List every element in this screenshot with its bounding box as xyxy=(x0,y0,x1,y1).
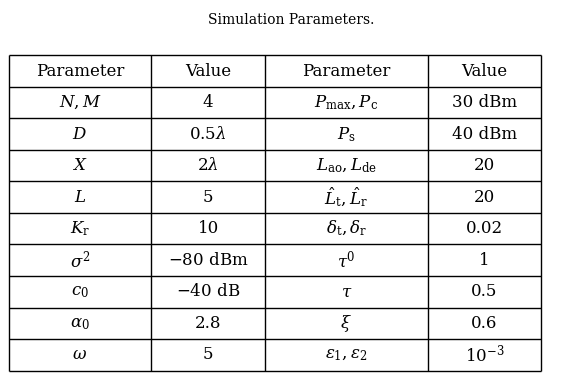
Text: Value: Value xyxy=(185,63,231,80)
Text: $\delta_{\mathrm{t}}, \delta_{\mathrm{r}}$: $\delta_{\mathrm{t}}, \delta_{\mathrm{r}… xyxy=(326,219,367,238)
Text: $L$: $L$ xyxy=(74,189,86,206)
Text: 5: 5 xyxy=(203,346,214,363)
Text: $D$: $D$ xyxy=(72,126,88,143)
Text: $-$40 dB: $-$40 dB xyxy=(176,283,240,300)
Text: 4: 4 xyxy=(203,94,214,111)
Text: Simulation Parameters.: Simulation Parameters. xyxy=(208,13,374,28)
Text: $L_{\mathrm{ao}}, L_{\mathrm{de}}$: $L_{\mathrm{ao}}, L_{\mathrm{de}}$ xyxy=(316,157,377,175)
Text: 10: 10 xyxy=(197,220,219,237)
Text: Parameter: Parameter xyxy=(36,63,124,80)
Text: $\omega$: $\omega$ xyxy=(73,346,87,363)
Text: 2.8: 2.8 xyxy=(195,315,221,332)
Text: 0.6: 0.6 xyxy=(471,315,498,332)
Text: $X$: $X$ xyxy=(72,157,88,174)
Text: 1: 1 xyxy=(479,252,490,269)
Text: Parameter: Parameter xyxy=(302,63,391,80)
Text: $c_0$: $c_0$ xyxy=(71,283,89,300)
Text: $0.5\lambda$: $0.5\lambda$ xyxy=(189,126,227,143)
Text: $10^{-3}$: $10^{-3}$ xyxy=(465,344,504,366)
Text: $\alpha_0$: $\alpha_0$ xyxy=(70,315,90,332)
Text: $\sigma^2$: $\sigma^2$ xyxy=(70,249,90,271)
Text: $K_{\mathrm{r}}$: $K_{\mathrm{r}}$ xyxy=(70,219,90,238)
Text: $\xi$: $\xi$ xyxy=(340,313,352,334)
Text: 30 dBm: 30 dBm xyxy=(452,94,517,111)
Text: $\tau^0$: $\tau^0$ xyxy=(337,249,356,271)
Text: 5: 5 xyxy=(203,189,214,206)
Text: 20: 20 xyxy=(474,189,495,206)
Text: $N, M$: $N, M$ xyxy=(59,94,101,111)
Text: $-$80 dBm: $-$80 dBm xyxy=(168,252,249,269)
Text: 40 dBm: 40 dBm xyxy=(452,126,517,143)
Text: $P_{\mathrm{s}}$: $P_{\mathrm{s}}$ xyxy=(337,125,356,144)
Text: $\hat{L}_{\mathrm{t}}, \hat{L}_{\mathrm{r}}$: $\hat{L}_{\mathrm{t}}, \hat{L}_{\mathrm{… xyxy=(324,186,368,209)
Text: 0.02: 0.02 xyxy=(466,220,503,237)
Text: 0.5: 0.5 xyxy=(471,283,498,300)
Text: $\epsilon_1, \epsilon_2$: $\epsilon_1, \epsilon_2$ xyxy=(325,346,367,363)
Text: $\tau$: $\tau$ xyxy=(340,283,352,300)
Text: Value: Value xyxy=(462,63,508,80)
Text: 20: 20 xyxy=(474,157,495,174)
Text: $P_{\mathrm{max}}, P_{\mathrm{c}}$: $P_{\mathrm{max}}, P_{\mathrm{c}}$ xyxy=(314,94,378,112)
Text: $2\lambda$: $2\lambda$ xyxy=(197,157,219,174)
